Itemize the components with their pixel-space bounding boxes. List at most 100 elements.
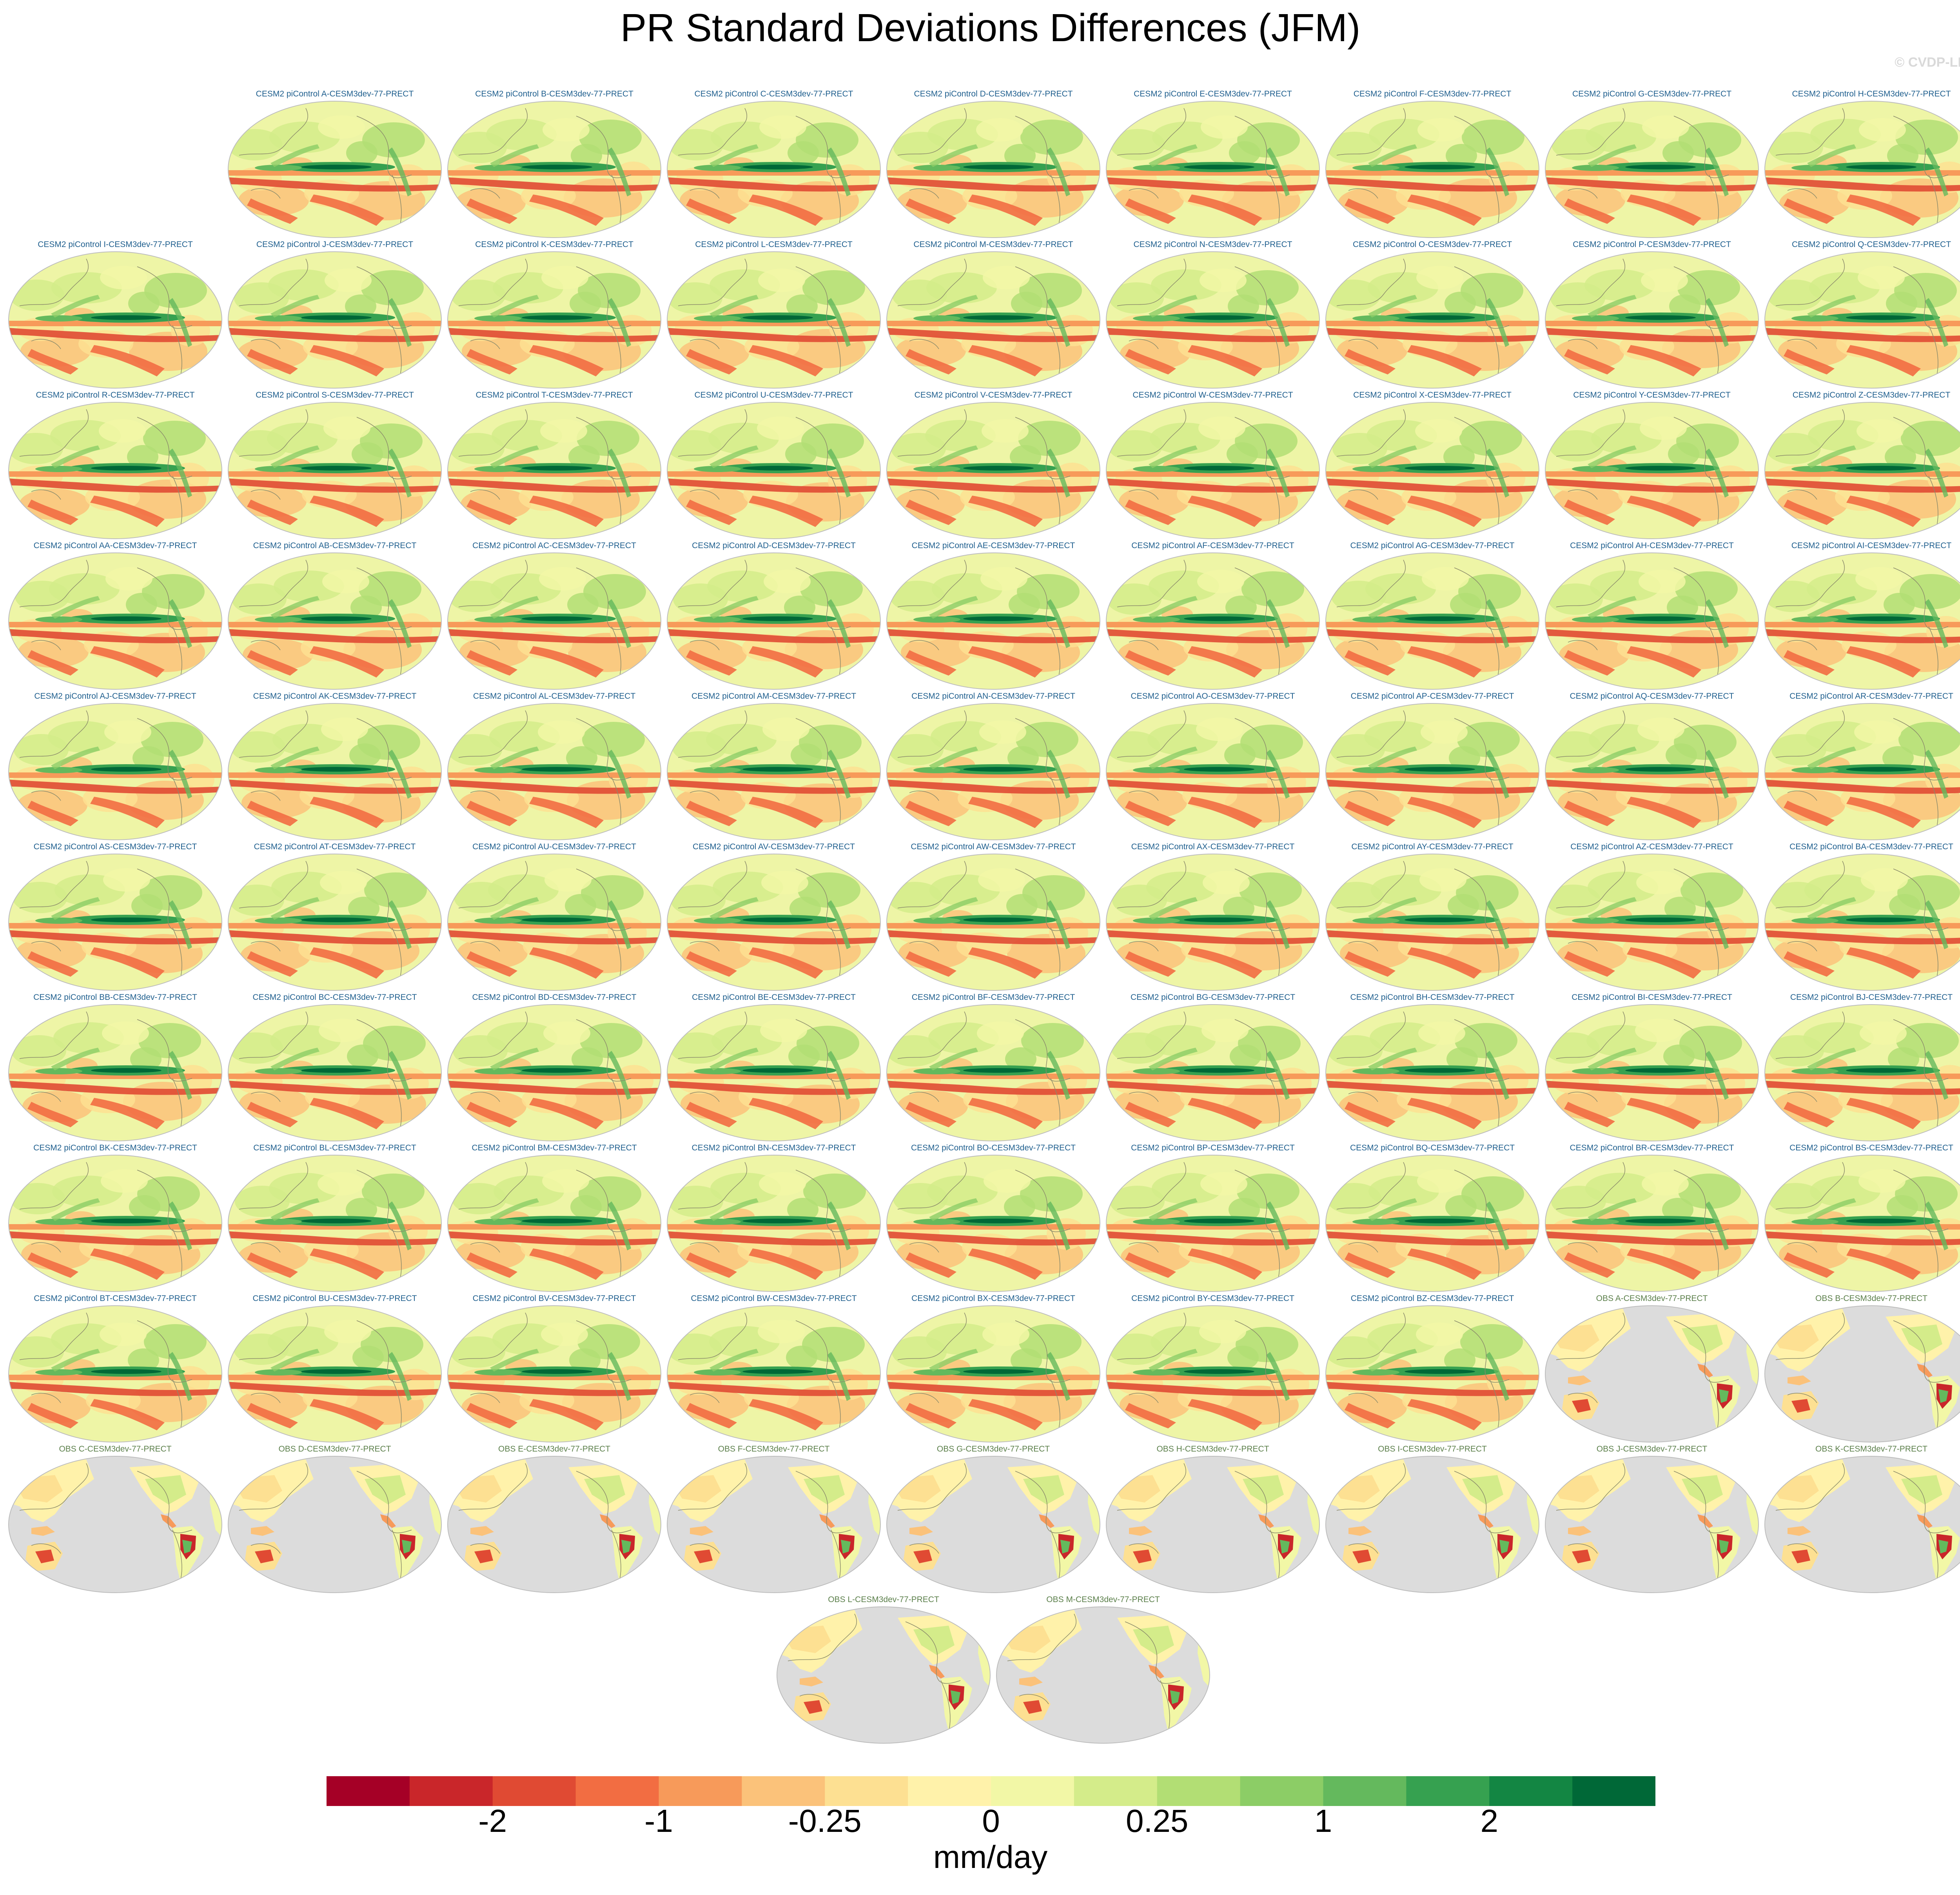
panel-title: OBS G-CESM3dev-77-PRECT [936,1444,1050,1453]
colorbar-tick-label: -1 [644,1803,673,1835]
panel-title: CESM2 piControl AJ-CESM3dev-77-PRECT [34,692,196,701]
colorbar-swatch [659,1776,742,1806]
model-map-panel: CESM2 piControl BP-CESM3dev-77-PRECT [1105,1143,1320,1292]
panel-title: CESM2 piControl AF-CESM3dev-77-PRECT [1131,541,1294,550]
panel-title: OBS C-CESM3dev-77-PRECT [59,1444,172,1453]
model-map-panel: CESM2 piControl AR-CESM3dev-77-PRECT [1764,692,1960,841]
map-svg [886,101,1100,238]
panel-title: CESM2 piControl Y-CESM3dev-77-PRECT [1573,391,1731,400]
colorbar-swatch [327,1776,410,1806]
model-map-panel: CESM2 piControl AC-CESM3dev-77-PRECT [447,541,662,690]
panel-title: CESM2 piControl AO-CESM3dev-77-PRECT [1131,692,1295,701]
model-map-panel: CESM2 piControl BW-CESM3dev-77-PRECT [666,1294,881,1443]
model-map-panel: CESM2 piControl AV-CESM3dev-77-PRECT [666,842,881,991]
colorbar: -2 -1 -0.25 0 0.25 1 2 [327,1776,1655,1835]
panel-title: CESM2 piControl AV-CESM3dev-77-PRECT [693,842,855,851]
map-svg [1106,703,1320,840]
model-map-panel: CESM2 piControl BL-CESM3dev-77-PRECT [227,1143,442,1292]
map-svg [1106,552,1320,690]
map-svg [886,854,1100,991]
panel-title: OBS E-CESM3dev-77-PRECT [498,1444,610,1453]
panel-title: CESM2 piControl BI-CESM3dev-77-PRECT [1572,993,1732,1002]
model-map-panel: CESM2 piControl L-CESM3dev-77-PRECT [666,240,881,389]
map-svg [996,1606,1210,1744]
map-svg [228,251,442,389]
model-map-panel: CESM2 piControl BD-CESM3dev-77-PRECT [447,993,662,1142]
panel-title: OBS M-CESM3dev-77-PRECT [1046,1595,1160,1604]
panel-title: CESM2 piControl AW-CESM3dev-77-PRECT [911,842,1076,851]
model-map-panel: CESM2 piControl BS-CESM3dev-77-PRECT [1764,1143,1960,1292]
model-map-panel: CESM2 piControl R-CESM3dev-77-PRECT [8,391,223,540]
panel-title: CESM2 piControl AZ-CESM3dev-77-PRECT [1570,842,1733,851]
model-map-panel: CESM2 piControl BG-CESM3dev-77-PRECT [1105,993,1320,1142]
model-map-panel: CESM2 piControl A-CESM3dev-77-PRECT [227,89,442,238]
obs-map-panel: OBS B-CESM3dev-77-PRECT [1764,1294,1960,1443]
map-svg [777,1606,991,1744]
colorbar-label: mm/day [933,1839,1048,1875]
panel-title: CESM2 piControl BZ-CESM3dev-77-PRECT [1350,1294,1514,1303]
map-svg [1106,1305,1320,1443]
model-map-panel: CESM2 piControl E-CESM3dev-77-PRECT [1105,89,1320,238]
panel-title: CESM2 piControl B-CESM3dev-77-PRECT [475,89,633,98]
model-map-panel: CESM2 piControl O-CESM3dev-77-PRECT [1325,240,1540,389]
model-map-panel: CESM2 piControl BI-CESM3dev-77-PRECT [1544,993,1759,1142]
panel-title: OBS J-CESM3dev-77-PRECT [1596,1444,1708,1453]
model-map-panel: CESM2 piControl Y-CESM3dev-77-PRECT [1544,391,1759,540]
model-map-panel: CESM2 piControl BT-CESM3dev-77-PRECT [8,1294,223,1443]
map-svg [1764,402,1960,539]
map-svg [886,1456,1100,1593]
model-map-panel: CESM2 piControl AI-CESM3dev-77-PRECT [1764,541,1960,690]
panel-title: CESM2 piControl BE-CESM3dev-77-PRECT [692,993,856,1002]
map-svg [1106,1004,1320,1141]
colorbar-swatch [1489,1776,1573,1806]
colorbar-swatch [825,1776,908,1806]
map-svg [1545,1155,1759,1292]
model-map-panel: CESM2 piControl AT-CESM3dev-77-PRECT [227,842,442,991]
model-map-panel: CESM2 piControl G-CESM3dev-77-PRECT [1544,89,1759,238]
model-map-panel: CESM2 piControl Q-CESM3dev-77-PRECT [1764,240,1960,389]
map-svg [1325,703,1539,840]
panel-title: CESM2 piControl AC-CESM3dev-77-PRECT [472,541,636,550]
panel-title: CESM2 piControl BU-CESM3dev-77-PRECT [252,1294,417,1303]
map-svg [1106,1456,1320,1593]
model-map-panel: CESM2 piControl AF-CESM3dev-77-PRECT [1105,541,1320,690]
panel-title: CESM2 piControl AP-CESM3dev-77-PRECT [1350,692,1514,701]
map-svg [1325,251,1539,389]
model-map-panel: CESM2 piControl AK-CESM3dev-77-PRECT [227,692,442,841]
panel-title: CESM2 piControl M-CESM3dev-77-PRECT [913,240,1073,249]
panel-title: CESM2 piControl BS-CESM3dev-77-PRECT [1789,1143,1953,1152]
map-svg [8,1305,222,1443]
model-map-panel: CESM2 piControl BY-CESM3dev-77-PRECT [1105,1294,1320,1443]
panel-title: CESM2 piControl BN-CESM3dev-77-PRECT [691,1143,856,1152]
model-map-panel: CESM2 piControl J-CESM3dev-77-PRECT [227,240,442,389]
panel-title: OBS K-CESM3dev-77-PRECT [1815,1444,1927,1453]
model-map-panel: CESM2 piControl B-CESM3dev-77-PRECT [447,89,662,238]
panel-title: CESM2 piControl BA-CESM3dev-77-PRECT [1789,842,1953,851]
panel-title: CESM2 piControl BX-CESM3dev-77-PRECT [911,1294,1075,1303]
obs-map-panel: OBS L-CESM3dev-77-PRECT [776,1595,991,1744]
model-map-panel: CESM2 piControl S-CESM3dev-77-PRECT [227,391,442,540]
model-map-panel: CESM2 piControl AM-CESM3dev-77-PRECT [666,692,881,841]
panel-title: CESM2 piControl AK-CESM3dev-77-PRECT [253,692,417,701]
panel-title: OBS D-CESM3dev-77-PRECT [278,1444,391,1453]
panel-title: CESM2 piControl X-CESM3dev-77-PRECT [1353,391,1512,400]
panel-title: CESM2 piControl AH-CESM3dev-77-PRECT [1570,541,1734,550]
map-svg [1764,854,1960,991]
obs-map-panel: OBS A-CESM3dev-77-PRECT [1544,1294,1759,1443]
panel-title: CESM2 piControl BT-CESM3dev-77-PRECT [34,1294,197,1303]
map-svg [228,101,442,238]
map-svg [1545,552,1759,690]
model-map-panel: CESM2 piControl AY-CESM3dev-77-PRECT [1325,842,1540,991]
panel-title: CESM2 piControl BV-CESM3dev-77-PRECT [472,1294,636,1303]
model-map-panel: CESM2 piControl BB-CESM3dev-77-PRECT [8,993,223,1142]
panel-title: CESM2 piControl P-CESM3dev-77-PRECT [1573,240,1731,249]
panel-title: CESM2 piControl BO-CESM3dev-77-PRECT [911,1143,1076,1152]
model-map-panel: CESM2 piControl BM-CESM3dev-77-PRECT [447,1143,662,1292]
map-svg [667,251,881,389]
obs-map-panel: OBS E-CESM3dev-77-PRECT [447,1444,662,1593]
panel-title: CESM2 piControl L-CESM3dev-77-PRECT [695,240,853,249]
panel-title: CESM2 piControl AB-CESM3dev-77-PRECT [253,541,417,550]
panel-title: CESM2 piControl BF-CESM3dev-77-PRECT [911,993,1075,1002]
colorbar-tick-label: 0.25 [1126,1803,1189,1835]
map-svg [228,1456,442,1593]
